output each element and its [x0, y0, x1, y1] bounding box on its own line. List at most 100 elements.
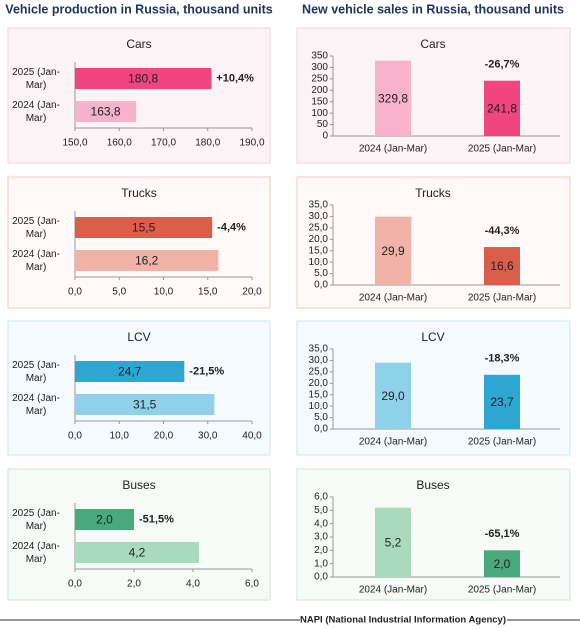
x-tick-label: 5,0 [112, 287, 126, 298]
x-tick-label: 4,0 [186, 579, 200, 590]
value-label: 2,0 [494, 557, 511, 571]
category-label: 2024 (Jan-Mar) [359, 144, 427, 155]
y-tick-label: 0,0 [314, 280, 328, 291]
y-tick-label: 2,0 [314, 545, 328, 556]
panel [7, 320, 271, 456]
panel [296, 320, 571, 456]
y-tick-label: 15,0 [309, 245, 329, 256]
panel [7, 176, 271, 309]
category-label: 2025 (Jan-Mar) [468, 293, 536, 304]
value-label: 180,8 [128, 72, 158, 86]
bar [75, 68, 212, 89]
x-tick-label: 30,0 [198, 431, 218, 442]
change-annotation: -51,5% [139, 513, 174, 525]
bar [75, 509, 134, 530]
chart-title: Trucks [415, 186, 451, 200]
x-tick-label: 0,0 [68, 579, 82, 590]
y-tick-label: 6,0 [314, 492, 328, 503]
y-tick-label: 20,0 [309, 234, 329, 245]
category-label: 2024 (Jan-Mar) [12, 99, 60, 124]
x-tick-label: 180,0 [195, 138, 220, 149]
x-tick-label: 10,0 [110, 431, 130, 442]
y-tick-label: 0,0 [314, 572, 328, 583]
x-tick-label: 10,0 [154, 287, 174, 298]
y-tick-label: 35,0 [309, 344, 329, 355]
x-tick-label: 0,0 [68, 431, 82, 442]
category-label: 2024 (Jan-Mar) [12, 540, 60, 565]
y-tick-label: 10,0 [309, 257, 329, 268]
change-annotation: -18,3% [485, 353, 520, 365]
bar [75, 361, 185, 382]
chart-title: Buses [416, 478, 449, 492]
y-tick-label: 20,0 [309, 378, 329, 389]
category-label: 2024 (Jan-Mar) [12, 248, 60, 273]
chart-title: Trucks [121, 186, 157, 200]
category-label: 2025 (Jan-Mar) [12, 507, 60, 532]
left-header: Vehicle production in Russia, thousand u… [5, 2, 272, 16]
value-label: 15,5 [132, 221, 156, 235]
y-tick-label: 25,0 [309, 222, 329, 233]
x-tick-label: 160,0 [107, 138, 132, 149]
value-label: 241,8 [487, 102, 517, 116]
bar [375, 507, 411, 577]
category-label: 2024 (Jan-Mar) [12, 393, 60, 417]
category-label: 2025 (Jan-Mar) [12, 360, 60, 384]
y-tick-label: 30,0 [309, 355, 329, 366]
bar [375, 362, 411, 429]
value-label: 24,7 [118, 365, 142, 379]
y-tick-label: 0,0 [314, 424, 328, 435]
chart-title: LCV [127, 330, 150, 344]
x-tick-label: 20,0 [154, 431, 174, 442]
bar [484, 80, 520, 136]
y-tick-label: 150 [311, 96, 328, 107]
y-tick-label: 4,0 [314, 518, 328, 529]
value-label: 329,8 [378, 91, 408, 105]
x-tick-label: 40,0 [242, 431, 262, 442]
chart-title: Cars [126, 37, 151, 51]
category-label: 2025 (Jan-Mar) [12, 66, 60, 91]
value-label: 31,5 [133, 398, 157, 412]
change-annotation: -44,3% [485, 225, 520, 237]
change-annotation: -26,7% [485, 59, 520, 71]
value-label: 16,2 [135, 254, 159, 268]
bar [75, 217, 213, 238]
y-tick-label: 1,0 [314, 558, 328, 569]
bar [375, 60, 411, 136]
bar [484, 374, 520, 429]
y-tick-label: 10,0 [309, 401, 329, 412]
chart-title: LCV [421, 330, 444, 344]
x-tick-label: 170,0 [151, 138, 176, 149]
panel [7, 27, 271, 164]
bar [75, 394, 215, 415]
value-label: 29,9 [381, 244, 405, 258]
panel [7, 468, 271, 601]
category-label: 2025 (Jan-Mar) [12, 66, 60, 91]
value-label: 4,2 [129, 546, 146, 560]
value-label: 16,6 [490, 259, 514, 273]
category-label: 2025 (Jan-Mar) [12, 507, 60, 532]
value-label: 163,8 [91, 105, 121, 119]
change-annotation: +10,4% [216, 72, 254, 84]
y-tick-label: 100 [311, 108, 328, 119]
value-label: 29,0 [381, 389, 405, 403]
chart-title: Cars [420, 37, 445, 51]
x-tick-label: 0,0 [68, 287, 82, 298]
x-tick-label: 2,0 [127, 579, 141, 590]
value-label: 2,0 [96, 513, 113, 527]
value-label: 5,2 [385, 536, 402, 550]
bar [484, 550, 520, 577]
change-annotation: -21,5% [189, 365, 224, 377]
panel [296, 468, 571, 601]
category-label: 2025 (Jan-Mar) [12, 216, 60, 240]
chart-title: Buses [122, 478, 155, 492]
category-label: 2024 (Jan-Mar) [12, 99, 60, 124]
y-tick-label: 30,0 [309, 211, 329, 222]
value-label: 23,7 [490, 395, 514, 409]
y-tick-label: 200 [311, 85, 328, 96]
x-tick-label: 190,0 [239, 138, 264, 149]
category-label: 2025 (Jan-Mar) [468, 437, 536, 448]
y-tick-label: 0 [322, 131, 328, 142]
y-tick-label: 35,0 [309, 200, 329, 211]
y-tick-label: 350 [311, 51, 328, 62]
